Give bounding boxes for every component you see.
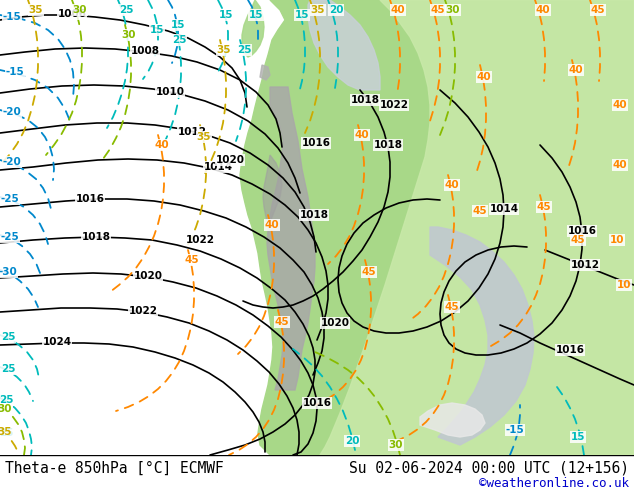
Text: 1016: 1016 <box>302 138 330 148</box>
Text: 40: 40 <box>155 140 169 150</box>
Text: 45: 45 <box>473 206 488 216</box>
Text: 30: 30 <box>389 440 403 450</box>
Text: 25: 25 <box>0 428 13 438</box>
Text: Theta-e 850hPa [°C] ECMWF: Theta-e 850hPa [°C] ECMWF <box>5 461 224 475</box>
Polygon shape <box>242 0 264 57</box>
Text: ©weatheronline.co.uk: ©weatheronline.co.uk <box>479 476 629 490</box>
Text: 10: 10 <box>617 280 631 290</box>
Text: 45: 45 <box>444 302 459 312</box>
Text: 40: 40 <box>612 100 627 110</box>
Text: 30: 30 <box>122 30 136 40</box>
Text: 35: 35 <box>311 5 325 15</box>
Polygon shape <box>260 65 270 80</box>
Polygon shape <box>240 0 634 455</box>
Text: -15: -15 <box>3 12 22 22</box>
Polygon shape <box>430 227 534 445</box>
Text: -25: -25 <box>1 194 20 204</box>
Polygon shape <box>308 0 380 90</box>
Text: 1022: 1022 <box>129 306 157 316</box>
Text: 1016: 1016 <box>75 194 105 204</box>
Polygon shape <box>320 0 634 455</box>
Text: 1022: 1022 <box>186 235 214 245</box>
Text: 25: 25 <box>1 332 15 342</box>
Text: -30: -30 <box>0 267 17 277</box>
Text: 15: 15 <box>571 432 585 442</box>
Text: 1018: 1018 <box>82 232 110 242</box>
Text: 25: 25 <box>119 5 133 15</box>
Text: 1020: 1020 <box>321 318 349 328</box>
Text: 40: 40 <box>354 130 370 140</box>
Text: 1018: 1018 <box>299 210 328 220</box>
Text: 10: 10 <box>610 235 624 245</box>
Text: 1014: 1014 <box>489 204 519 214</box>
Text: 45: 45 <box>184 255 199 265</box>
Text: 40: 40 <box>477 72 491 82</box>
Text: 25: 25 <box>0 395 13 405</box>
Text: 45: 45 <box>591 5 605 15</box>
Text: 1016: 1016 <box>555 345 585 355</box>
Text: 1006: 1006 <box>58 9 86 19</box>
Polygon shape <box>267 87 315 390</box>
Text: 1016: 1016 <box>302 398 332 408</box>
Text: 1010: 1010 <box>155 87 184 97</box>
Text: 1012: 1012 <box>178 127 207 137</box>
Text: 1014: 1014 <box>204 162 233 172</box>
Text: 1024: 1024 <box>42 337 72 347</box>
Polygon shape <box>420 403 485 437</box>
Text: 25: 25 <box>1 364 15 374</box>
Text: 15: 15 <box>219 10 233 20</box>
Text: 15: 15 <box>171 20 185 30</box>
Text: 40: 40 <box>391 5 405 15</box>
Text: Su 02-06-2024 00:00 UTC (12+156): Su 02-06-2024 00:00 UTC (12+156) <box>349 461 629 475</box>
Text: 35: 35 <box>217 45 231 55</box>
Text: 25: 25 <box>236 45 251 55</box>
Text: 1018: 1018 <box>373 140 403 150</box>
Text: -15: -15 <box>6 67 24 77</box>
Text: 1016: 1016 <box>567 226 597 236</box>
Text: -20: -20 <box>3 157 22 167</box>
Text: 30: 30 <box>446 5 460 15</box>
Text: 15: 15 <box>249 10 263 20</box>
Text: 15: 15 <box>150 25 164 35</box>
Text: 1022: 1022 <box>380 100 408 110</box>
Text: 40: 40 <box>536 5 550 15</box>
Text: 40: 40 <box>264 220 280 230</box>
Text: 40: 40 <box>612 160 627 170</box>
Text: 1008: 1008 <box>131 46 160 56</box>
Text: 35: 35 <box>197 132 211 142</box>
Text: 15: 15 <box>295 10 309 20</box>
Text: 1012: 1012 <box>571 260 600 270</box>
Text: 45: 45 <box>537 202 552 212</box>
Text: 45: 45 <box>275 317 289 327</box>
Text: 35: 35 <box>29 5 43 15</box>
Text: 30: 30 <box>73 5 87 15</box>
Text: 45: 45 <box>571 235 585 245</box>
Text: 1020: 1020 <box>134 271 162 281</box>
Text: 35: 35 <box>0 427 12 437</box>
Polygon shape <box>263 155 282 227</box>
Text: -15: -15 <box>506 425 524 435</box>
Text: 30: 30 <box>0 404 12 414</box>
Text: 20: 20 <box>329 5 343 15</box>
Text: -25: -25 <box>1 232 20 242</box>
Text: -20: -20 <box>3 107 22 117</box>
Text: 40: 40 <box>569 65 583 75</box>
Text: 45: 45 <box>430 5 445 15</box>
Text: 1020: 1020 <box>216 155 245 165</box>
Text: 25: 25 <box>172 35 186 45</box>
Text: 45: 45 <box>361 267 377 277</box>
Text: 40: 40 <box>444 180 459 190</box>
Text: 1018: 1018 <box>351 95 380 105</box>
Text: 20: 20 <box>345 436 359 446</box>
